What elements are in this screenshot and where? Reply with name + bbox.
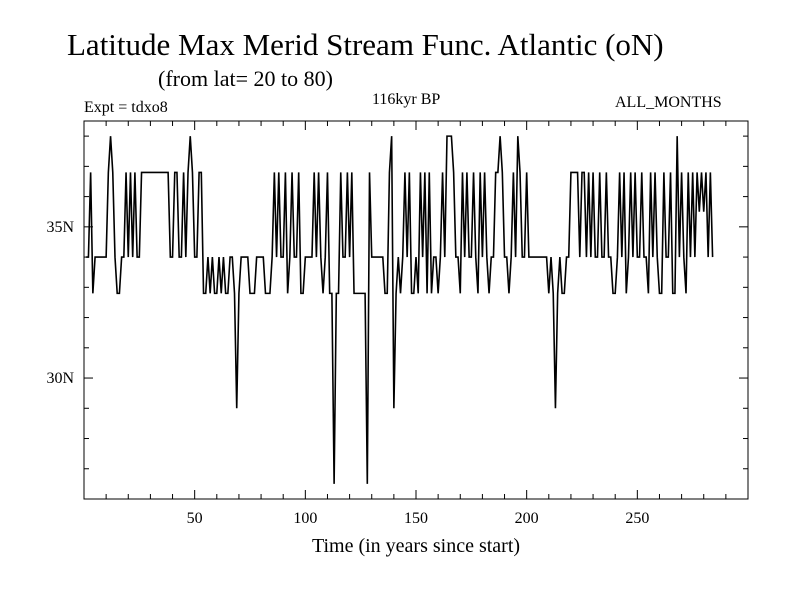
- experiment-label: Expt = tdxo8: [84, 99, 168, 116]
- x-tick-label: 50: [187, 510, 203, 527]
- months-label: ALL_MONTHS: [615, 94, 722, 111]
- y-tick-label: 35N: [46, 219, 74, 236]
- x-tick-label: 150: [404, 510, 428, 527]
- y-tick-label: 30N: [46, 370, 74, 387]
- x-tick-label: 100: [293, 510, 317, 527]
- chart-subtitle: (from lat= 20 to 80): [158, 66, 333, 91]
- series-line: [86, 135, 714, 484]
- x-tick-label: 200: [515, 510, 539, 527]
- data-lines: [86, 135, 714, 484]
- x-axis-label: Time (in years since start): [312, 535, 520, 557]
- chart-title: Latitude Max Merid Stream Func. Atlantic…: [67, 27, 664, 62]
- x-tick-label: 250: [625, 510, 649, 527]
- plot-frame: [83, 120, 749, 500]
- period-label: 116kyr BP: [372, 91, 441, 108]
- axis-ticks: [84, 121, 748, 500]
- tick-labels: 50 100 150 200 250 30N 35N: [46, 219, 649, 527]
